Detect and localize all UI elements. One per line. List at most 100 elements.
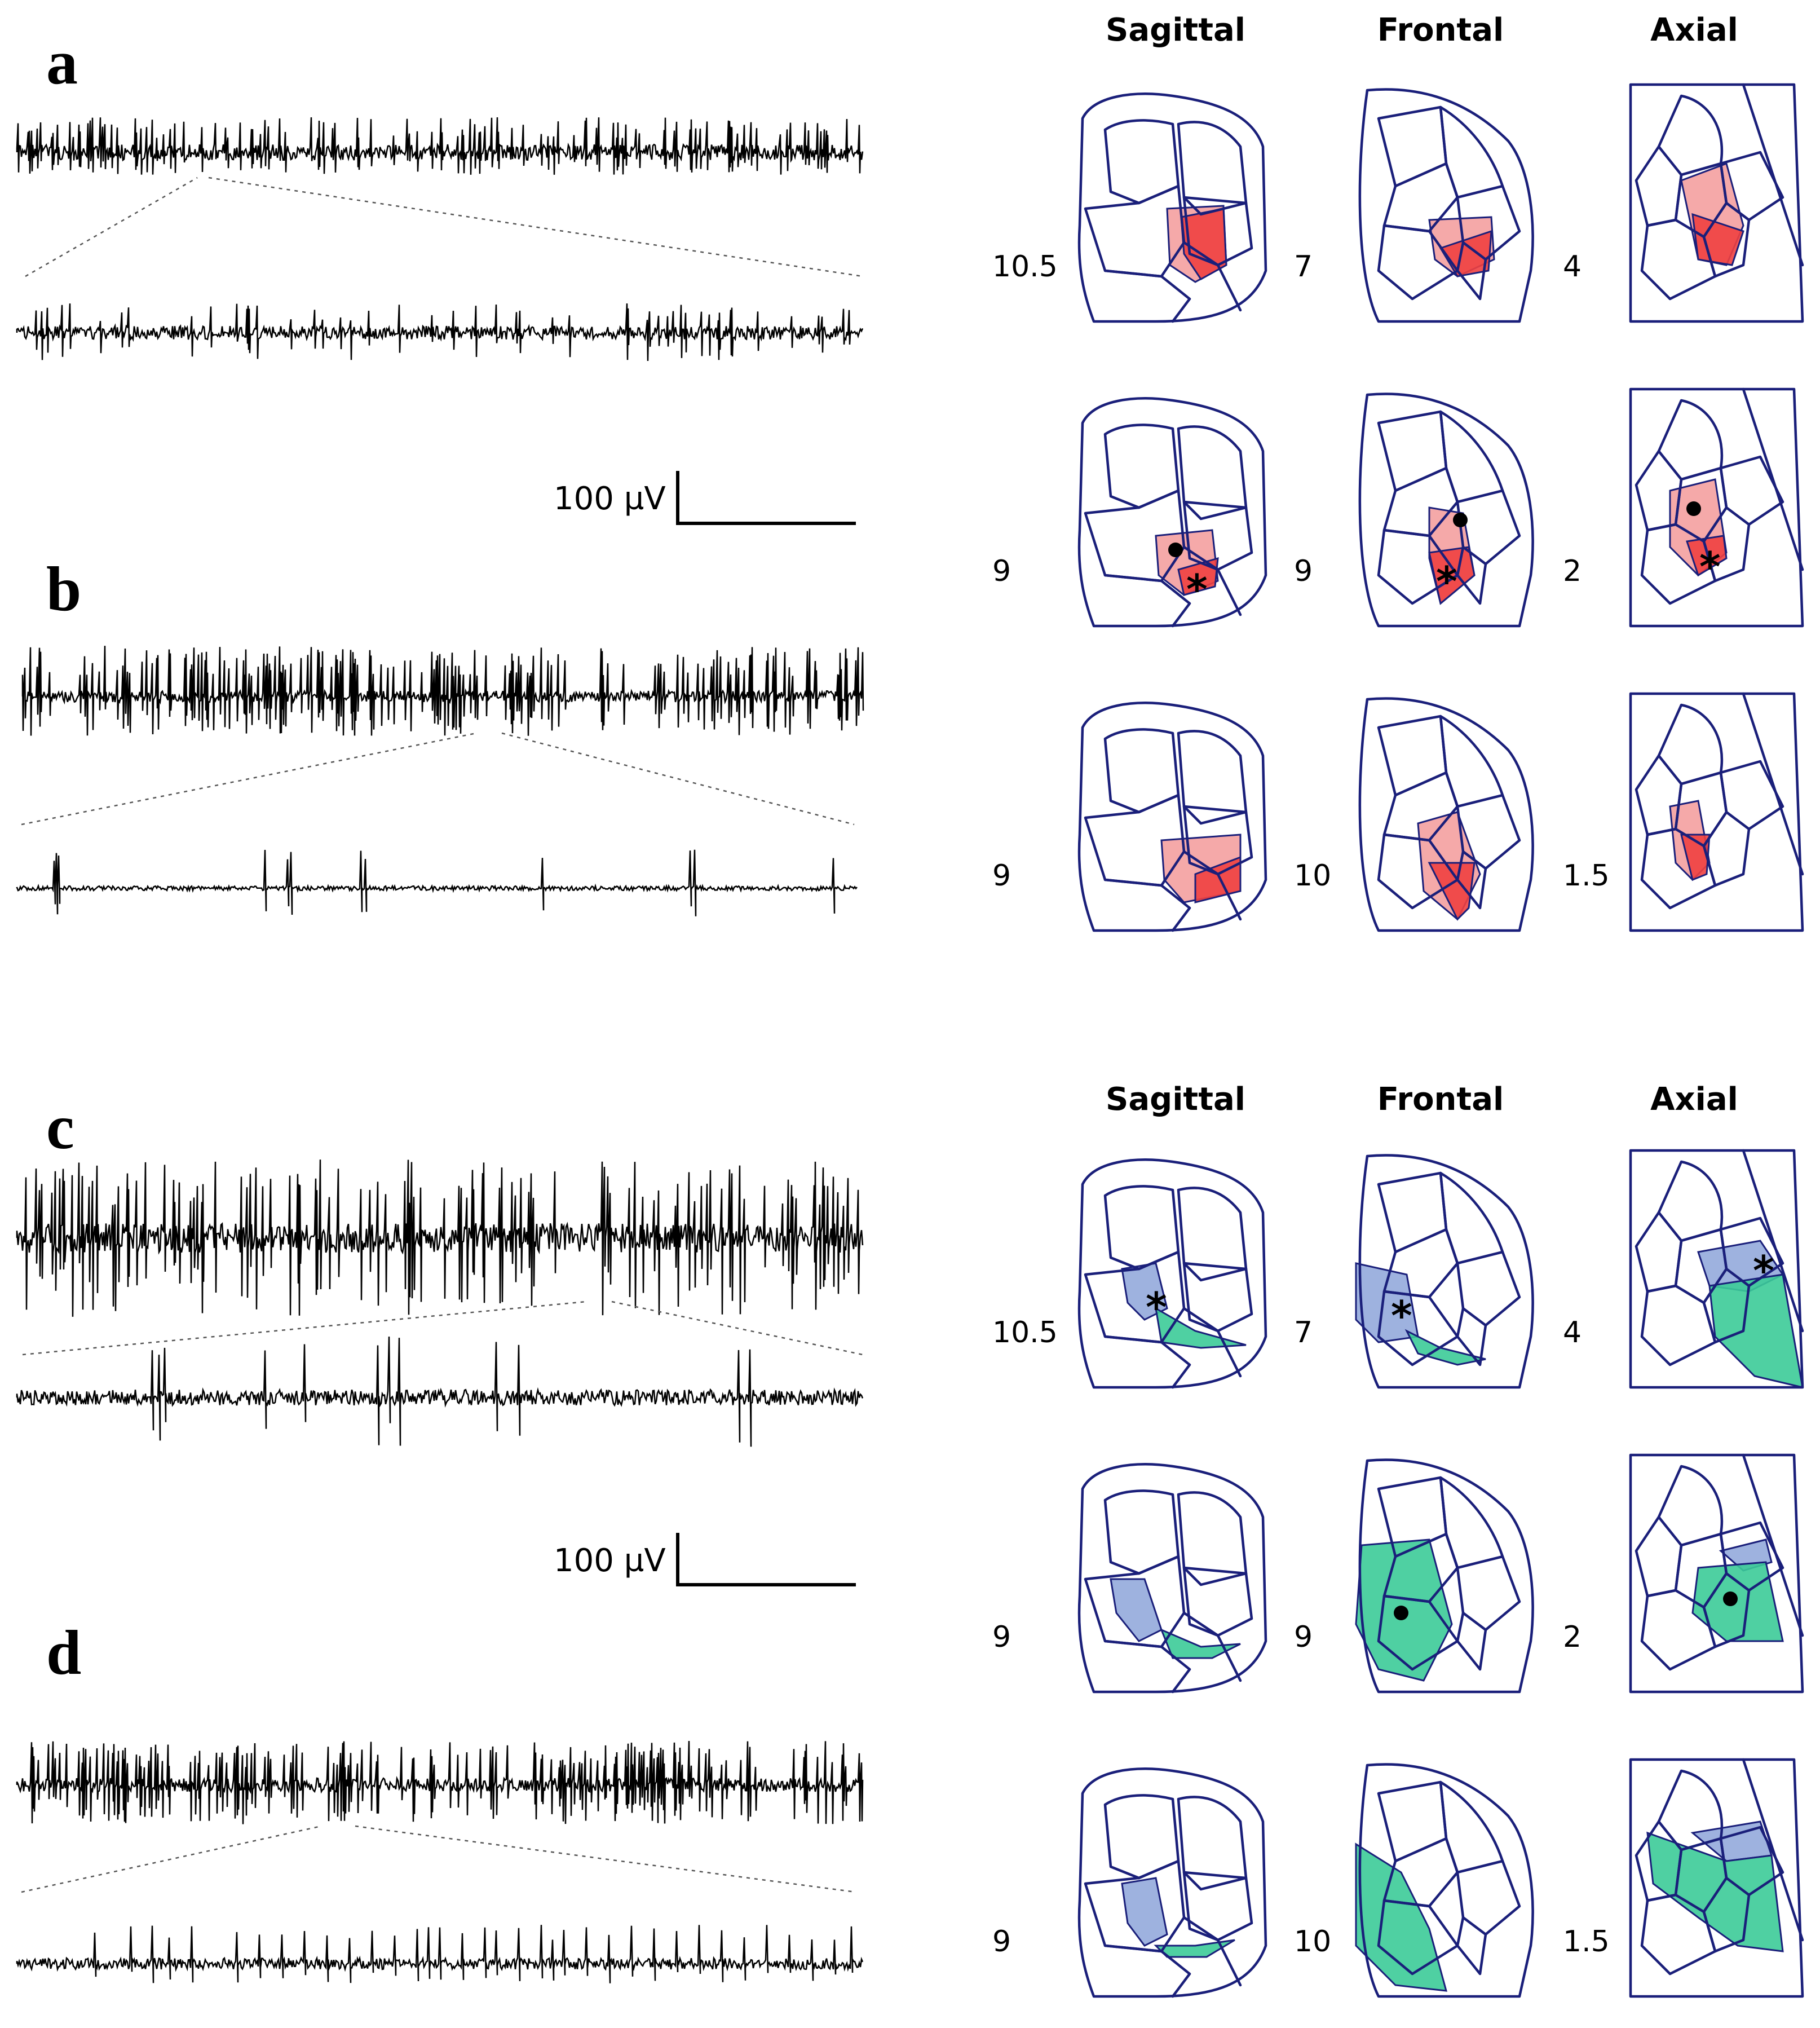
highlight-region — [1160, 1628, 1241, 1659]
atlas-outline — [1657, 703, 1724, 786]
atlas-outline — [1439, 1171, 1504, 1265]
panel-label-b: b — [46, 554, 81, 624]
scale-bar-bottom: 100 µV — [554, 1533, 856, 1586]
atlas-outline — [1182, 1307, 1242, 1378]
atlas-outline — [1439, 410, 1504, 504]
recording-site-dot — [1394, 1606, 1408, 1620]
atlas-outline — [1358, 697, 1534, 932]
highlight-region — [1708, 1273, 1804, 1388]
atlas-outline — [1640, 218, 1717, 301]
trace-b-zoomed — [16, 849, 858, 916]
highlight-region — [1355, 1262, 1419, 1343]
atlas-sag-section — [1077, 92, 1267, 323]
section-level-label: 9 — [992, 1925, 1011, 1959]
zoom-line-c-right — [611, 1300, 863, 1356]
atlas-outline — [1439, 715, 1504, 808]
section-level-label: 1.5 — [1563, 1925, 1610, 1959]
column-header: Frontal — [1377, 12, 1504, 49]
atlas-outline — [1629, 1758, 1804, 1998]
atlas-outline — [1635, 1211, 1683, 1293]
section-level-label: 9 — [1294, 554, 1313, 588]
atlas-axi-section: * — [1629, 387, 1804, 628]
recording-site-star: * — [1699, 543, 1721, 590]
atlas-outline — [1742, 387, 1804, 571]
atlas-outline — [1077, 1158, 1267, 1389]
atlas-outline — [1456, 1916, 1487, 1976]
atlas-outline — [1456, 1307, 1487, 1366]
atlas-outline — [1456, 184, 1521, 261]
atlas-outline — [1377, 410, 1448, 492]
atlas-outline — [1077, 1463, 1267, 1694]
section-level-label: 9 — [992, 554, 1011, 588]
section-level-label: 4 — [1563, 1316, 1582, 1350]
recording-site-star: * — [1146, 1284, 1167, 1331]
atlas-sag-section: * — [1077, 397, 1267, 628]
atlas-outline — [1377, 1899, 1459, 1976]
scale-bar-line — [676, 1533, 856, 1586]
atlas-outline — [1742, 83, 1804, 267]
atlas-outline — [1635, 1515, 1683, 1598]
panel-c: c — [16, 1092, 864, 1447]
atlas-outline — [1456, 793, 1521, 870]
section-level-label: 9 — [1294, 1620, 1313, 1654]
panel-d: d — [16, 1618, 864, 1983]
recording-site-star: * — [1186, 566, 1208, 613]
section-level-label: 7 — [1294, 250, 1313, 284]
atlas-outline — [1377, 833, 1459, 910]
atlas-outline — [1182, 1916, 1242, 1987]
section-level-label: 1.5 — [1563, 859, 1610, 893]
atlas-outline — [1358, 1458, 1534, 1694]
atlas-fro-section — [1355, 1763, 1534, 1998]
trace-a-overview — [16, 117, 864, 175]
atlas-outline — [1377, 715, 1448, 797]
atlas-outline — [1439, 105, 1504, 199]
atlas-outline — [1103, 1335, 1191, 1389]
atlas-outline — [1742, 692, 1804, 876]
atlas-outline — [1358, 1154, 1534, 1389]
atlas-outline — [1657, 1160, 1724, 1242]
atlas-outline — [1382, 1228, 1459, 1299]
atlas-outline — [1182, 545, 1242, 616]
atlas-outline — [1382, 1837, 1459, 1908]
atlas-axi-section: * — [1629, 1149, 1804, 1389]
zoom-line-d-right — [355, 1825, 856, 1893]
atlas-axi-section — [1629, 83, 1804, 323]
highlight-region — [1691, 213, 1744, 266]
atlas-sag-section — [1077, 1767, 1267, 1998]
highlight-region — [1121, 1877, 1168, 1947]
section-level-label: 9 — [992, 859, 1011, 893]
atlas-fro-section: * — [1358, 393, 1534, 628]
zoom-line-b-right — [501, 732, 855, 826]
panel-a: a — [16, 28, 864, 361]
recording-site-star: * — [1436, 558, 1457, 605]
atlas-outline — [1456, 1555, 1521, 1632]
atlas-outline — [1640, 1893, 1717, 1976]
panel-label-d: d — [46, 1618, 81, 1688]
zoom-line-b-left — [21, 732, 477, 826]
column-header: Sagittal — [1106, 12, 1245, 49]
atlas-outline — [1103, 269, 1191, 323]
atlas-outline — [1377, 105, 1448, 188]
trace-a-zoomed — [16, 303, 864, 361]
highlight-region — [1404, 1329, 1486, 1366]
atlas-outline — [1456, 1859, 1521, 1936]
atlas-outline — [1657, 94, 1724, 177]
section-level-label: 10 — [1294, 1925, 1331, 1959]
atlas-sag-section: * — [1077, 1158, 1267, 1389]
atlas-outline — [1103, 574, 1191, 628]
atlas-outline — [1629, 692, 1804, 932]
atlas-outline — [1382, 162, 1459, 233]
atlas-outline — [1629, 1149, 1804, 1389]
atlas-outline — [1377, 1780, 1448, 1863]
atlas-outline — [1182, 1611, 1242, 1682]
atlas-outline — [1182, 850, 1242, 921]
highlight-region — [1355, 1842, 1448, 1992]
atlas-group-2: Sagittal Frontal Axial * 10.5 * 7 * 4 9 9 2 9 10 1.5 — [992, 1081, 1804, 1998]
recording-site-star: * — [1391, 1292, 1412, 1339]
atlas-outline — [1657, 399, 1724, 481]
section-level-label: 2 — [1563, 554, 1582, 588]
section-level-label: 7 — [1294, 1316, 1313, 1350]
highlight-region — [1428, 862, 1476, 921]
atlas-outline — [1640, 523, 1717, 605]
